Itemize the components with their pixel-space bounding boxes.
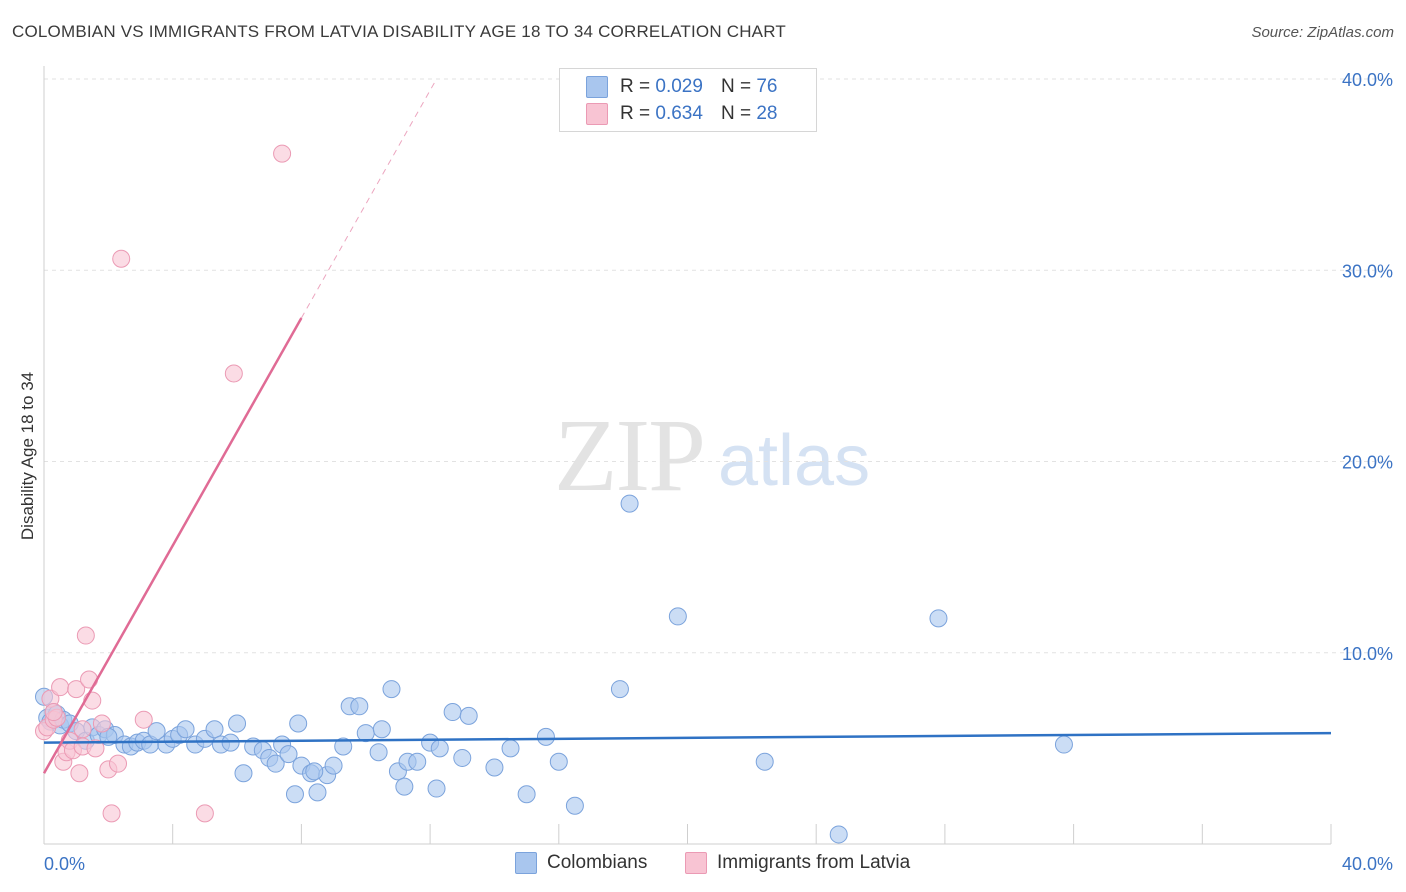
data-point [228,714,247,733]
source-label: Source: ZipAtlas.com [1251,24,1394,41]
data-point [453,748,472,767]
watermark-zip: ZIP [554,398,706,513]
legend-n-value: 28 [756,103,778,124]
trend-line-latvia [42,317,303,774]
data-point [224,364,243,383]
data-point [308,783,327,802]
bottom-legend-label: Immigrants from Latvia [717,852,911,873]
data-point [67,680,86,699]
data-point [1054,735,1073,754]
data-point [536,727,555,746]
y-tick-label: 10.0% [1342,644,1393,664]
trend-line-latvia-extension [300,78,437,319]
data-point [485,758,504,777]
data-point [73,720,92,739]
data-point [408,752,427,771]
bottom-legend-swatch-pink [685,852,707,874]
data-point [443,703,462,722]
data-point [86,739,105,758]
data-point [610,680,629,699]
data-point [221,733,240,752]
data-point [620,494,639,513]
data-point [70,764,89,783]
data-point [382,680,401,699]
data-point [755,752,774,771]
x-tick-label: 0.0% [44,854,85,874]
data-point [92,714,111,733]
legend-r-value: 0.634 [655,103,703,124]
legend-n-label: N = [720,76,752,97]
chart-title: COLOMBIAN VS IMMIGRANTS FROM LATVIA DISA… [12,22,786,41]
data-point [273,144,292,163]
data-point [395,777,414,796]
data-point [334,737,353,756]
bottom-legend-colombians: Colombians [515,852,647,874]
data-point [517,785,536,804]
data-point [195,804,214,823]
data-point [109,754,128,773]
legend-row-colombians: R = 0.029 N = 76 [586,75,777,99]
trend-line-colombians [43,731,1332,744]
data-point [549,752,568,771]
data-point [829,825,848,844]
data-point [112,249,131,268]
y-tick-label: 40.0% [1342,70,1393,90]
correlation-legend: R = 0.029 N = 76 R = 0.634 N = 28 [559,68,817,132]
data-point [350,697,369,716]
bottom-legend-latvia: Immigrants from Latvia [685,852,910,874]
data-point [279,745,298,764]
legend-n-label: N = [720,103,752,124]
data-point [565,796,584,815]
series-colombians [35,494,1073,844]
data-point [76,626,95,645]
data-point [147,722,166,741]
series-latvia [35,144,292,823]
data-point [372,720,391,739]
data-point [427,779,446,798]
data-point [51,678,70,697]
trend-lines [42,78,1332,774]
y-tick-label: 30.0% [1342,261,1393,281]
data-point [266,754,285,773]
legend-r-label: R = [620,76,651,97]
data-point [44,703,63,722]
y-axis-label: Disability Age 18 to 34 [18,371,37,541]
legend-r-label: R = [620,103,651,124]
data-point [205,720,224,739]
data-point [929,609,948,628]
data-point [285,785,304,804]
tick-labels: 10.0% 20.0% 30.0% 40.0% 0.0% 40.0% [44,70,1393,874]
y-tick-label: 20.0% [1342,453,1393,473]
legend-swatch-pink [586,103,608,125]
data-point [102,804,121,823]
legend-swatch-blue [586,76,608,98]
legend-r-value: 0.029 [655,76,703,97]
grid-lines [44,78,1392,654]
bottom-legend-label: Colombians [547,852,648,873]
data-point [305,762,324,781]
data-point [134,710,153,729]
data-point [430,739,449,758]
data-point [501,739,520,758]
legend-n-value: 76 [756,76,778,97]
data-point [324,756,343,775]
data-point [289,714,308,733]
data-point [668,607,687,626]
legend-row-latvia: R = 0.634 N = 28 [586,102,777,126]
data-point [459,706,478,725]
bottom-legend-swatch-blue [515,852,537,874]
x-tick-label: 40.0% [1342,854,1393,874]
data-point [234,764,253,783]
data-point [176,720,195,739]
data-point [369,743,388,762]
